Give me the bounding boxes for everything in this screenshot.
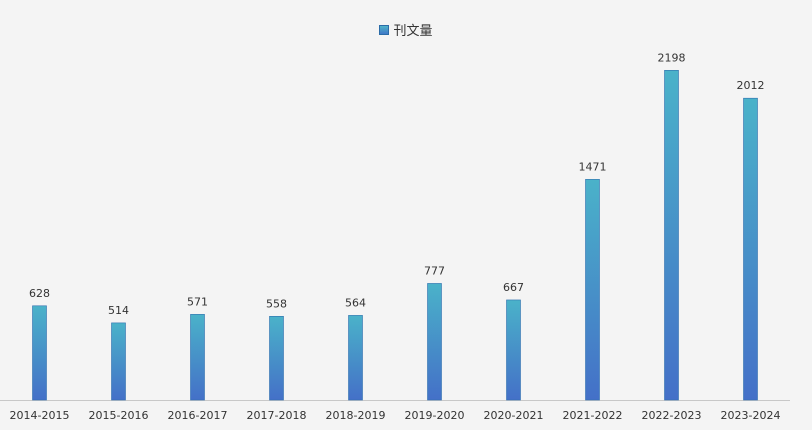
x-tick-label-2022-2023: 2022-2023 <box>642 409 702 422</box>
bar-2022-2023 <box>664 70 679 401</box>
x-tick-label-2018-2019: 2018-2019 <box>326 409 386 422</box>
data-label-2019-2020: 777 <box>424 264 445 277</box>
legend-swatch <box>379 24 390 35</box>
x-tick-label-2017-2018: 2017-2018 <box>247 409 307 422</box>
data-label-2022-2023: 2198 <box>658 51 686 64</box>
bar-2021-2022 <box>585 179 600 401</box>
data-label-2020-2021: 667 <box>503 281 524 294</box>
x-tick-label-2021-2022: 2021-2022 <box>563 409 623 422</box>
bar-2019-2020 <box>427 283 442 401</box>
x-tick-label-2020-2021: 2020-2021 <box>484 409 544 422</box>
bar-2017-2018 <box>269 315 284 401</box>
x-tick-label-2016-2017: 2016-2017 <box>168 409 228 422</box>
legend: 刊文量 <box>0 20 812 39</box>
data-label-2014-2015: 628 <box>29 287 50 300</box>
data-label-2017-2018: 558 <box>266 297 287 310</box>
data-label-2021-2022: 1471 <box>579 160 607 173</box>
bar-2014-2015 <box>32 305 47 401</box>
data-label-2023-2024: 2012 <box>737 79 765 92</box>
x-tick-label-2019-2020: 2019-2020 <box>405 409 465 422</box>
bar-2015-2016 <box>111 322 126 401</box>
data-label-2018-2019: 564 <box>345 296 366 309</box>
data-label-2015-2016: 514 <box>108 304 129 317</box>
x-tick-label-2015-2016: 2015-2016 <box>89 409 149 422</box>
bar-2016-2017 <box>190 314 205 401</box>
bar-2020-2021 <box>506 299 521 401</box>
bar-2023-2024 <box>743 97 758 401</box>
data-label-2016-2017: 571 <box>187 295 208 308</box>
legend-label: 刊文量 <box>393 24 433 39</box>
bar-2018-2019 <box>348 315 363 401</box>
x-tick-label-2023-2024: 2023-2024 <box>721 409 781 422</box>
x-tick-label-2014-2015: 2014-2015 <box>10 409 70 422</box>
